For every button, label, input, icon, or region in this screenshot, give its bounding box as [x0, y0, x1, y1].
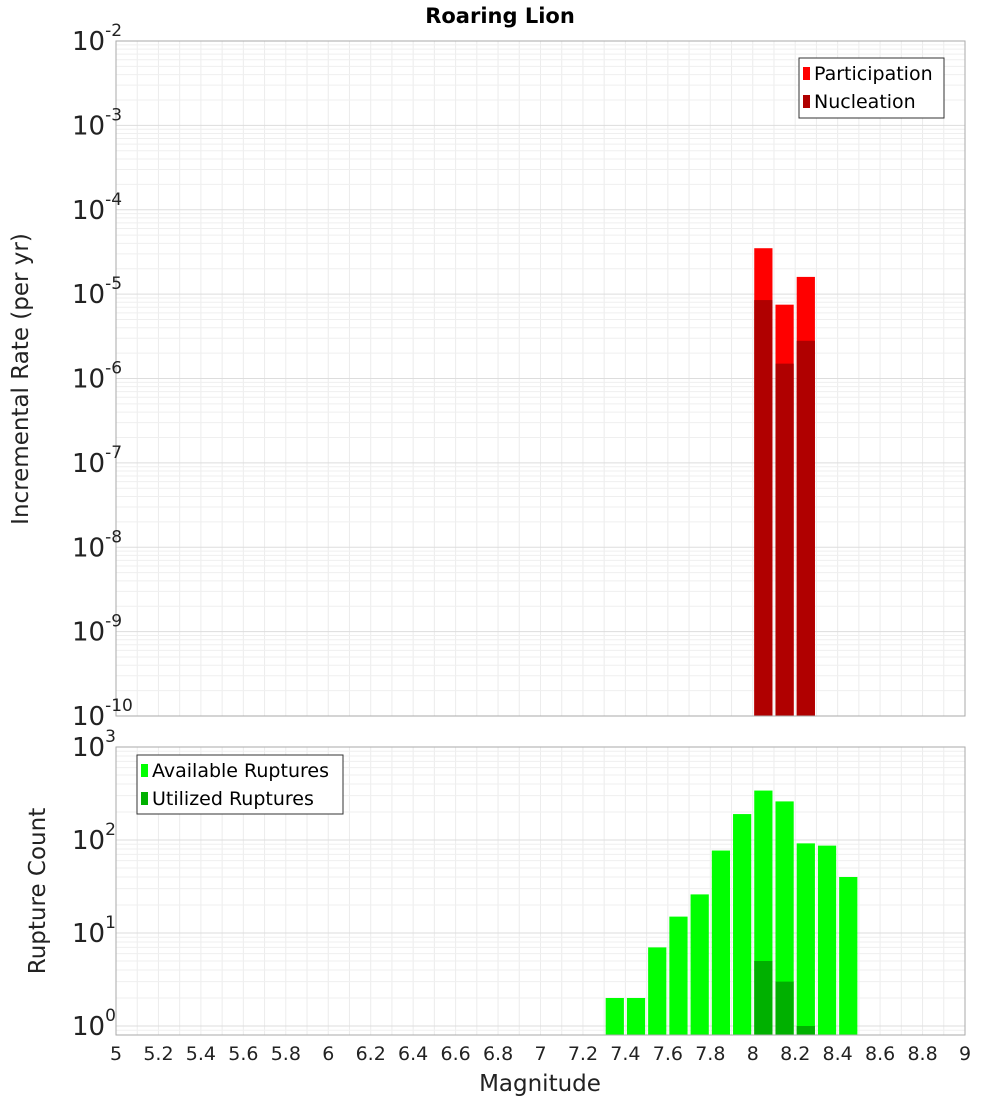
count-series-0	[605, 790, 858, 1035]
rate-legend-swatch	[803, 95, 810, 108]
x-axis-label: Magnitude	[479, 1071, 601, 1097]
count-bar-available-ruptures	[690, 894, 709, 1035]
x-tick-label: 6.8	[483, 1043, 513, 1065]
x-tick-label: 8.2	[780, 1043, 810, 1065]
rate-y-tick-label: 10-4	[72, 190, 122, 226]
count-y-tick-label: 101	[72, 913, 116, 949]
rate-panel: Incremental Rate (per yr) 10-10 10-9 10-8 1…	[8, 21, 966, 732]
count-frame	[115, 746, 966, 1036]
count-bar-utilized-ruptures	[775, 981, 794, 1035]
count-legend-swatch	[141, 764, 148, 777]
x-tick-label: 7.6	[653, 1043, 683, 1065]
count-bar-utilized-ruptures	[796, 1025, 815, 1035]
x-tick-label: 8.4	[823, 1043, 853, 1065]
count-legend-label: Utilized Ruptures	[152, 788, 314, 810]
x-tick-label: 5.4	[186, 1043, 216, 1065]
x-tick-label: 5.6	[228, 1043, 258, 1065]
rate-y-tick-label: 10-3	[72, 105, 122, 141]
x-tick-label: 5	[110, 1043, 122, 1065]
x-tick-label: 5.2	[143, 1043, 173, 1065]
rate-series-1	[754, 300, 815, 716]
count-bar-available-ruptures	[648, 947, 667, 1035]
x-tick-label: 7.8	[695, 1043, 725, 1065]
x-tick-label: 8.6	[865, 1043, 895, 1065]
count-bar-available-ruptures	[817, 845, 837, 1035]
x-tick-label: 6.2	[356, 1043, 386, 1065]
count-series-1	[754, 960, 815, 1035]
rate-bar-nucleation	[796, 340, 815, 716]
rate-y-tick-label: 10-9	[72, 612, 122, 648]
x-tick-label: 7.2	[568, 1043, 598, 1065]
count-bar-available-ruptures	[839, 877, 858, 1035]
count-bar-available-ruptures	[605, 997, 624, 1035]
rate-legend-label: Participation	[814, 63, 933, 85]
rate-bar-nucleation	[754, 300, 773, 716]
count-panel: Rupture Count 100 101 102 103 Available Rupt…	[25, 727, 966, 1042]
count-y-tick-label: 102	[72, 820, 116, 856]
count-y-tick-label: 103	[72, 727, 116, 763]
count-bar-available-ruptures	[733, 814, 752, 1035]
count-legend-box	[136, 754, 344, 815]
rate-legend-swatch	[803, 67, 810, 80]
x-axis: 5 5.2 5.4 5.6 5.8 6 6.2 6.4 6.6 6.8 7 7.2 7.4 7.6 7.8 8…	[110, 1043, 971, 1065]
x-tick-label: 5.8	[271, 1043, 301, 1065]
count-legend: Available Ruptures Utilized Ruptures	[136, 754, 344, 815]
rate-y-tick-label: 10-7	[72, 443, 122, 479]
count-bar-available-ruptures	[669, 916, 688, 1035]
count-y-tick-label: 100	[72, 1006, 116, 1042]
rate-grid	[115, 40, 966, 717]
x-tick-label: 6.6	[440, 1043, 470, 1065]
count-y-axis-label: Rupture Count	[25, 808, 51, 974]
count-legend-swatch	[141, 792, 148, 805]
rate-legend-box	[798, 57, 945, 119]
rate-legend: Participation Nucleation	[798, 57, 945, 119]
x-tick-label: 8	[747, 1043, 759, 1065]
count-legend-label: Available Ruptures	[152, 760, 329, 782]
count-bar-utilized-ruptures	[754, 960, 773, 1035]
x-tick-label: 7.4	[610, 1043, 640, 1065]
x-tick-label: 6	[322, 1043, 334, 1065]
rate-y-tick-label: 10-6	[72, 359, 122, 395]
rate-legend-label: Nucleation	[814, 91, 916, 113]
x-tick-label: 8.8	[907, 1043, 937, 1065]
rate-y-tick-label: 10-10	[72, 696, 133, 732]
rate-y-axis-label: Incremental Rate (per yr)	[8, 233, 34, 525]
x-tick-label: 9	[959, 1043, 971, 1065]
x-tick-label: 6.4	[398, 1043, 428, 1065]
rate-bar-nucleation	[775, 363, 794, 716]
rate-y-tick-label: 10-5	[72, 274, 122, 310]
count-bar-available-ruptures	[626, 997, 646, 1035]
x-tick-label: 7	[534, 1043, 546, 1065]
chart-title: Roaring Lion	[425, 4, 575, 28]
count-bar-available-ruptures	[711, 850, 731, 1035]
count-bar-available-ruptures	[796, 843, 815, 1035]
rate-y-tick-label: 10-8	[72, 527, 122, 563]
rate-frame	[115, 40, 966, 717]
rate-y-tick-label: 10-2	[72, 21, 122, 57]
count-bar-available-ruptures	[775, 801, 794, 1035]
